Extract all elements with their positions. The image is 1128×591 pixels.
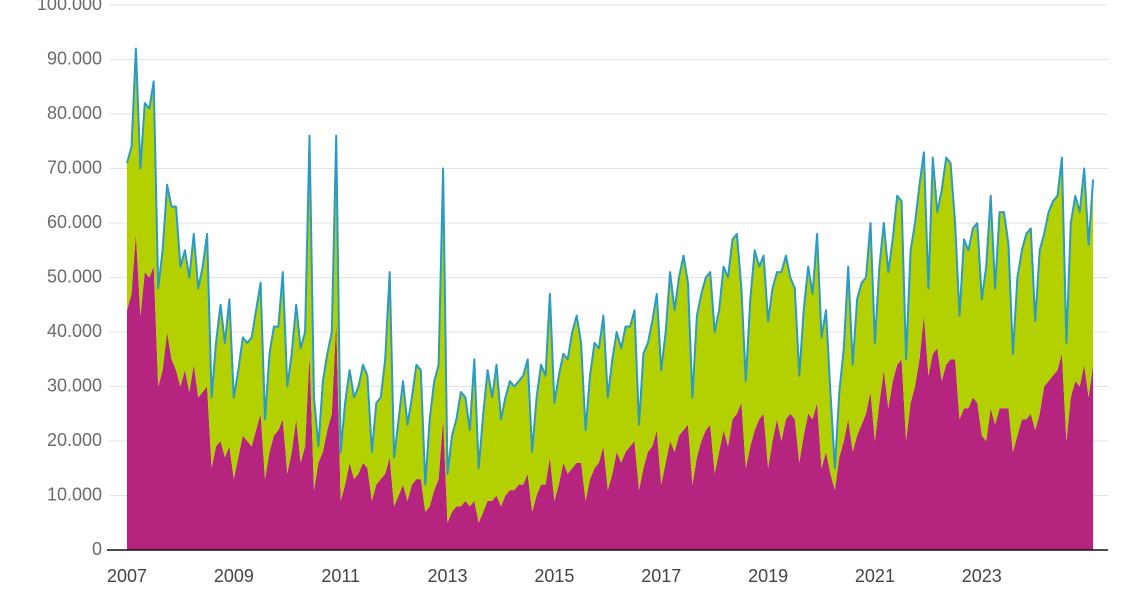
x-tick-label: 2009 (214, 566, 254, 586)
y-tick-label: 70.000 (47, 157, 102, 177)
area (127, 233, 1094, 550)
x-tick-label: 2017 (641, 566, 681, 586)
y-tick-label: 40.000 (47, 321, 102, 341)
x-tick-label: 2011 (321, 566, 360, 586)
x-tick-label: 2021 (855, 566, 895, 586)
y-tick-label: 20.000 (47, 430, 102, 450)
y-tick-label: 30.000 (47, 375, 102, 395)
x-tick-label: 2023 (962, 566, 1002, 586)
x-tick-label: 2013 (428, 566, 468, 586)
outline (126, 47, 1095, 486)
y-tick-label: 100.000 (37, 0, 102, 14)
y-tick-label: 60.000 (47, 212, 102, 232)
y-tick-label: 0 (92, 539, 102, 559)
y-tick-label: 50.000 (47, 266, 102, 286)
y-tick-label: 80.000 (47, 103, 102, 123)
x-tick-label: 2019 (748, 566, 788, 586)
y-tick-label: 90.000 (47, 48, 102, 68)
y-tick-label: 10.000 (47, 484, 102, 504)
x-tick-label: 2007 (107, 566, 147, 586)
x-tick-label: 2015 (534, 566, 574, 586)
